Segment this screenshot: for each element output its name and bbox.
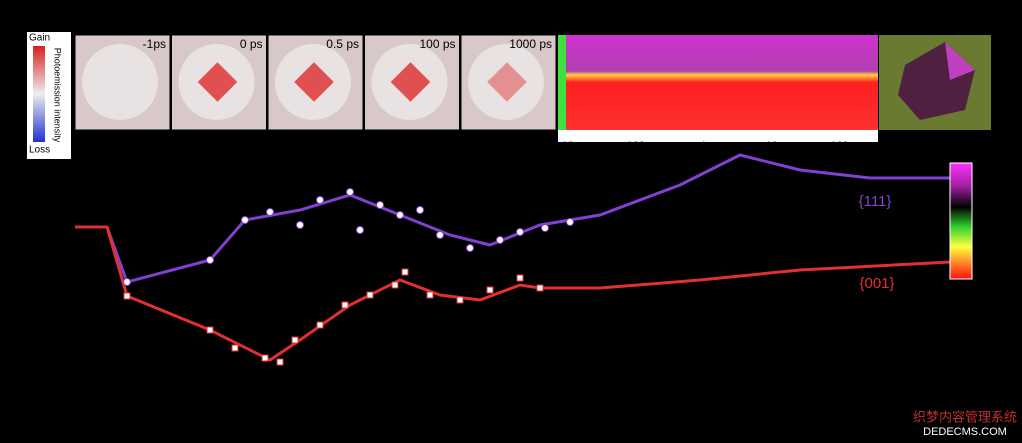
- marker-111: [356, 226, 364, 234]
- particle: [82, 44, 158, 120]
- time-tick-label: 10 ns: [766, 140, 793, 152]
- label-111: {111}: [859, 193, 892, 210]
- marker-001: [366, 291, 374, 299]
- marker-001: [291, 336, 299, 344]
- marker-001: [261, 354, 269, 362]
- time-axis: [558, 130, 878, 142]
- marker-001: [516, 274, 524, 282]
- marker-111: [346, 188, 354, 196]
- marker-001: [456, 296, 464, 304]
- panel-label: 1000 ps: [509, 37, 552, 51]
- time-tick-label: 100 ns: [830, 140, 864, 152]
- right-colorbar: [949, 162, 973, 280]
- marker-001: [231, 344, 239, 352]
- curve-111: [75, 153, 950, 284]
- loss-label: Loss: [29, 145, 50, 156]
- marker-111: [296, 221, 304, 229]
- heatmap: [558, 35, 878, 130]
- marker-001: [316, 321, 324, 329]
- marker-001: [426, 291, 434, 299]
- marker-001: [206, 326, 214, 334]
- marker-111: [436, 231, 444, 239]
- marker-111: [566, 218, 574, 226]
- marker-001: [123, 292, 131, 300]
- marker-111: [466, 244, 474, 252]
- crystal-facet: [945, 42, 975, 80]
- marker-111: [123, 278, 131, 286]
- marker-001: [536, 284, 544, 292]
- label-001: {001}: [859, 275, 894, 292]
- curve-001: [75, 225, 951, 362]
- marker-111: [396, 211, 404, 219]
- panel-label: 100 ps: [419, 37, 455, 51]
- panel-label: 0.5 ps: [326, 37, 359, 51]
- marker-111: [376, 201, 384, 209]
- colorbar-title: Photoemission intensity: [53, 48, 63, 143]
- marker-001: [391, 281, 399, 289]
- colorbar: [33, 46, 45, 142]
- time-tick-label: 10 ps: [562, 140, 589, 152]
- panel-label: 0 ps: [240, 37, 263, 51]
- marker-111: [416, 206, 424, 214]
- marker-001: [486, 286, 494, 294]
- marker-111: [541, 224, 549, 232]
- marker-111: [516, 228, 524, 236]
- watermark: 织梦内容管理系统: [913, 409, 1017, 424]
- marker-111: [266, 208, 274, 216]
- facet: [197, 62, 238, 102]
- time-tick-label: 1 ns: [701, 140, 722, 152]
- time-tick-label: 100 ps: [626, 140, 660, 152]
- marker-111: [206, 256, 214, 264]
- panel-label: -1ps: [143, 37, 166, 51]
- marker-111: [316, 196, 324, 204]
- marker-001: [341, 301, 349, 309]
- marker-111: [241, 216, 249, 224]
- heatmap-edge: [558, 35, 566, 130]
- gain-label: Gain: [29, 33, 50, 44]
- marker-001: [401, 268, 409, 276]
- watermark-url: DEDECMS.COM: [923, 426, 1007, 438]
- marker-001: [276, 358, 284, 366]
- marker-111: [496, 236, 504, 244]
